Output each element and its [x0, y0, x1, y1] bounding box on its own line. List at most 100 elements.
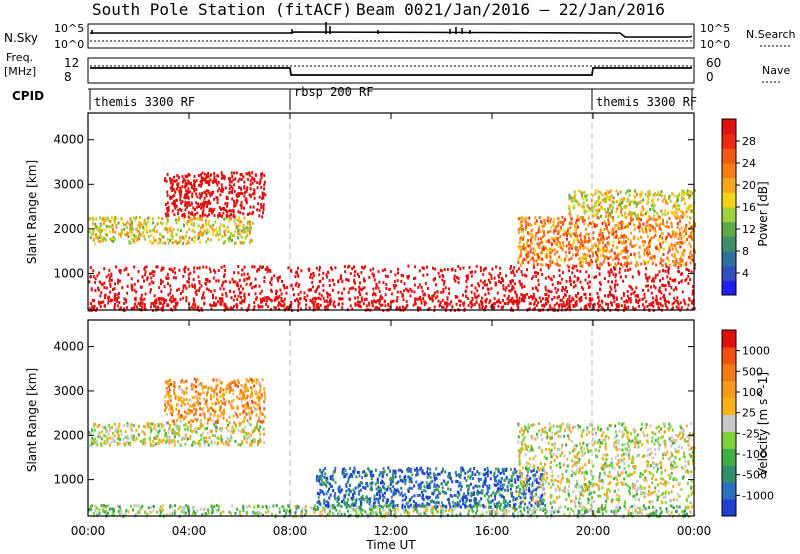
data-cell [518, 226, 521, 230]
data-cell [565, 244, 568, 248]
data-cell [275, 297, 278, 301]
data-cell [538, 224, 541, 228]
data-cell [467, 509, 470, 513]
data-cell [604, 249, 606, 253]
data-cell [554, 229, 557, 233]
data-cell [109, 299, 112, 303]
data-cell [158, 286, 161, 289]
freq-panel: Freq. [MHz] 12 8 60 0 Nave [4, 51, 790, 84]
data-cell [378, 301, 381, 305]
data-cell [194, 512, 197, 516]
data-cell [459, 299, 462, 303]
data-cell [161, 222, 164, 226]
data-cell [192, 224, 195, 227]
data-cell [338, 489, 341, 493]
data-cell [474, 270, 477, 274]
data-cell [409, 470, 412, 474]
data-cell [564, 257, 566, 261]
data-cell [610, 230, 613, 234]
data-cell [198, 309, 201, 313]
data-cell [605, 192, 608, 196]
data-cell [209, 178, 212, 182]
data-cell [245, 172, 248, 176]
data-cell [188, 190, 191, 194]
data-cell [602, 260, 605, 264]
data-cell [204, 512, 207, 515]
data-cell [232, 213, 235, 217]
data-cell [371, 302, 374, 306]
data-cell [145, 265, 148, 269]
data-cell [167, 208, 170, 212]
data-cell [356, 303, 359, 307]
data-cell [117, 295, 120, 299]
data-cell [650, 301, 653, 305]
data-cell [484, 293, 487, 297]
data-cell [594, 204, 596, 208]
data-cell [679, 301, 682, 305]
data-cell [517, 257, 520, 261]
data-cell [233, 171, 236, 175]
freq-tick-top: 12 [64, 56, 79, 70]
data-cell [546, 216, 549, 220]
data-cell [419, 295, 422, 299]
data-cell [551, 506, 554, 509]
data-cell [186, 280, 189, 283]
data-cell [537, 237, 540, 241]
data-cell [152, 509, 155, 513]
data-cell [318, 492, 321, 496]
data-cell [564, 217, 567, 221]
data-cell [199, 240, 201, 244]
data-cell [308, 306, 311, 310]
data-cell [260, 511, 262, 515]
data-cell [473, 504, 475, 508]
data-cell [171, 269, 174, 273]
data-cell [661, 199, 664, 203]
data-cell [606, 236, 609, 240]
data-cell [666, 510, 669, 514]
data-cell [231, 307, 234, 311]
data-cell [203, 196, 206, 200]
data-cell [649, 228, 652, 232]
data-cell [97, 286, 100, 290]
data-cell [171, 202, 174, 206]
data-cell [323, 498, 326, 502]
data-cell [108, 507, 111, 511]
data-cell [617, 236, 620, 240]
data-cell [523, 299, 526, 303]
data-cell [675, 260, 678, 264]
data-cell [253, 177, 256, 181]
data-cell [162, 300, 165, 304]
data-cell [534, 234, 537, 238]
data-cell [591, 244, 594, 248]
data-cell [526, 221, 529, 225]
data-cell [563, 513, 566, 517]
data-cell [230, 180, 233, 184]
data-cell [516, 512, 519, 516]
data-cell [674, 205, 677, 208]
data-cell [588, 262, 591, 266]
data-cell [315, 305, 318, 309]
data-cell [482, 281, 485, 285]
data-cell [690, 225, 693, 229]
data-cell [620, 223, 623, 227]
data-cell [630, 200, 633, 204]
data-cell [187, 196, 190, 200]
data-cell [563, 260, 566, 264]
data-cell [269, 288, 272, 292]
data-cell [243, 206, 245, 210]
data-cell [91, 298, 94, 302]
data-cell [221, 186, 224, 190]
data-cell [352, 488, 355, 492]
data-cell [206, 229, 209, 233]
data-cell [528, 501, 531, 505]
data-cell [109, 290, 111, 294]
data-cell [610, 509, 613, 513]
data-cell [671, 192, 674, 196]
data-cell [191, 195, 194, 199]
data-cell [89, 505, 92, 509]
data-cell [594, 213, 597, 217]
data-cell [188, 203, 191, 207]
data-cell [552, 275, 555, 279]
data-cell [522, 245, 525, 249]
data-cell [499, 487, 502, 491]
